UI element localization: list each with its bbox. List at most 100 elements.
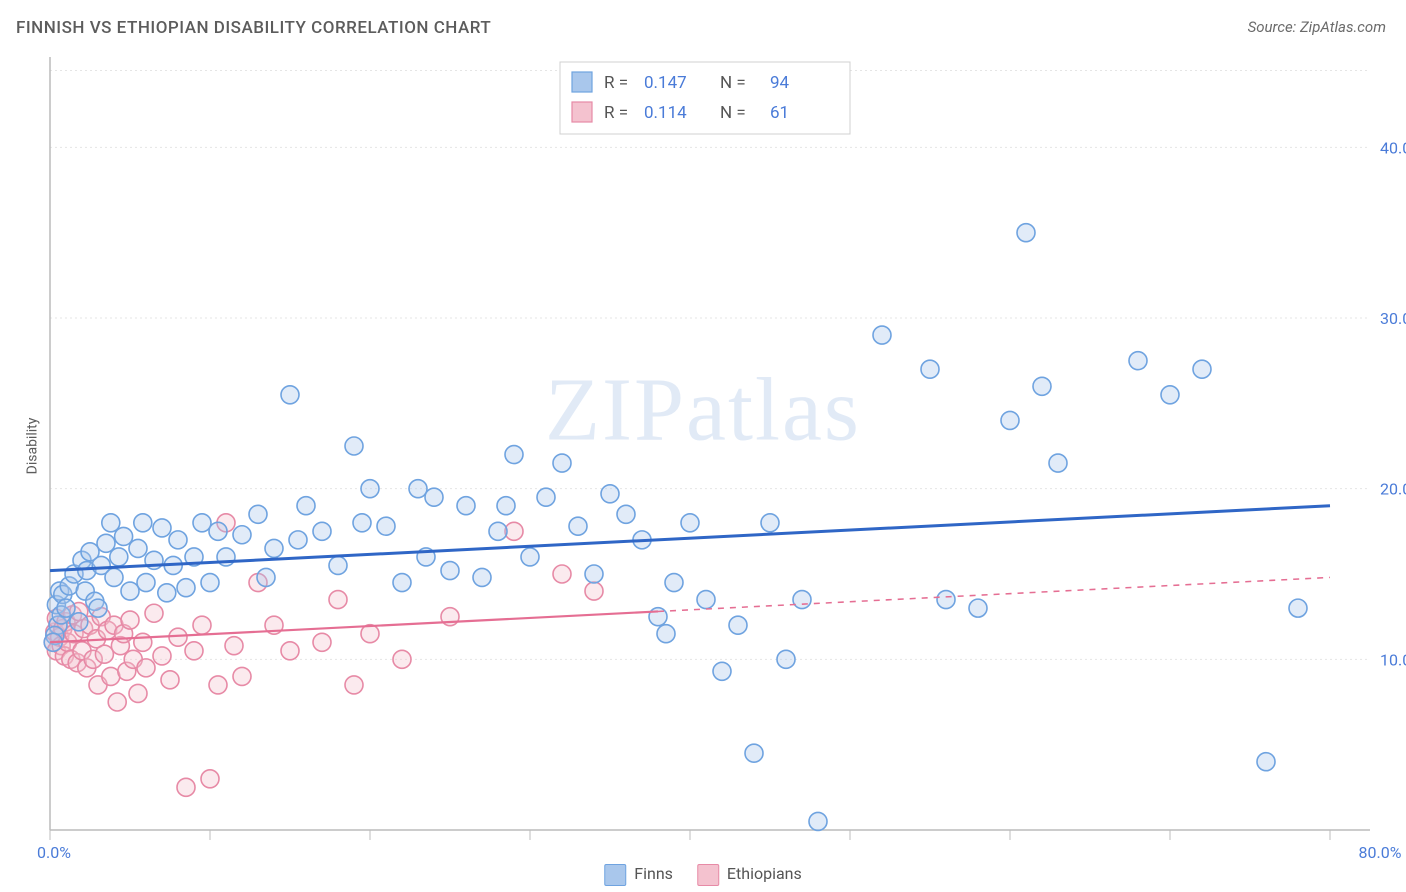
scatter-point xyxy=(313,522,331,540)
scatter-point xyxy=(505,446,523,464)
legend-swatch xyxy=(604,864,626,886)
scatter-point xyxy=(129,684,147,702)
legend-r-label: R = xyxy=(604,73,628,93)
scatter-point xyxy=(1257,753,1275,771)
scatter-point xyxy=(345,437,363,455)
scatter-chart: 10.0%20.0%30.0%40.0%0.0%80.0%R =0.147N =… xyxy=(0,0,1406,892)
scatter-point xyxy=(1033,377,1051,395)
scatter-point xyxy=(201,770,219,788)
scatter-point xyxy=(921,360,939,378)
scatter-point xyxy=(665,574,683,592)
scatter-point xyxy=(121,611,139,629)
scatter-point xyxy=(105,568,123,586)
y-tick-label: 20.0% xyxy=(1380,480,1406,499)
scatter-point xyxy=(153,519,171,537)
scatter-point xyxy=(289,531,307,549)
scatter-point xyxy=(89,599,107,617)
scatter-point xyxy=(225,637,243,655)
trend-line-extrapolated xyxy=(658,577,1330,611)
scatter-point xyxy=(361,480,379,498)
scatter-point xyxy=(777,650,795,668)
scatter-point xyxy=(153,647,171,665)
scatter-point xyxy=(649,608,667,626)
scatter-point xyxy=(129,539,147,557)
scatter-point xyxy=(457,497,475,515)
scatter-point xyxy=(233,667,251,685)
scatter-point xyxy=(617,505,635,523)
scatter-point xyxy=(97,534,115,552)
scatter-point xyxy=(729,616,747,634)
x-tick-label: 0.0% xyxy=(37,843,71,862)
y-tick-label: 10.0% xyxy=(1380,650,1406,669)
scatter-point xyxy=(95,645,113,663)
scatter-point xyxy=(345,676,363,694)
scatter-point xyxy=(393,574,411,592)
scatter-point xyxy=(57,599,75,617)
scatter-point xyxy=(281,642,299,660)
scatter-point xyxy=(177,778,195,796)
legend-swatch xyxy=(697,864,719,886)
legend-swatch xyxy=(572,102,592,122)
scatter-point xyxy=(1289,599,1307,617)
scatter-point xyxy=(209,522,227,540)
scatter-point xyxy=(713,662,731,680)
scatter-point xyxy=(249,505,267,523)
scatter-point xyxy=(1049,454,1067,472)
scatter-point xyxy=(169,531,187,549)
scatter-point xyxy=(745,744,763,762)
legend-r-value: 0.147 xyxy=(644,73,687,93)
scatter-point xyxy=(110,548,128,566)
scatter-point xyxy=(134,514,152,532)
bottom-legend: Finns Ethiopians xyxy=(604,864,802,886)
scatter-point xyxy=(497,497,515,515)
legend-label: Finns xyxy=(634,864,673,883)
legend-n-label: N = xyxy=(720,103,746,123)
scatter-point xyxy=(145,604,163,622)
legend-swatch xyxy=(572,72,592,92)
legend-n-value: 94 xyxy=(770,73,790,93)
scatter-point xyxy=(137,574,155,592)
scatter-point xyxy=(102,514,120,532)
scatter-point xyxy=(657,625,675,643)
scatter-point xyxy=(193,514,211,532)
scatter-point xyxy=(201,574,219,592)
scatter-point xyxy=(1161,386,1179,404)
scatter-point xyxy=(1129,352,1147,370)
scatter-point xyxy=(297,497,315,515)
trend-line xyxy=(50,611,658,642)
scatter-point xyxy=(809,812,827,830)
scatter-point xyxy=(108,693,126,711)
scatter-point xyxy=(425,488,443,506)
scatter-point xyxy=(761,514,779,532)
scatter-point xyxy=(601,485,619,503)
scatter-point xyxy=(553,454,571,472)
scatter-point xyxy=(329,591,347,609)
scatter-point xyxy=(553,565,571,583)
scatter-point xyxy=(537,488,555,506)
scatter-point xyxy=(353,514,371,532)
scatter-point xyxy=(257,568,275,586)
scatter-point xyxy=(1001,411,1019,429)
legend-label: Ethiopians xyxy=(727,864,802,883)
scatter-point xyxy=(793,591,811,609)
scatter-point xyxy=(1193,360,1211,378)
scatter-point xyxy=(193,616,211,634)
scatter-point xyxy=(521,548,539,566)
scatter-point xyxy=(409,480,427,498)
scatter-point xyxy=(585,565,603,583)
scatter-point xyxy=(393,650,411,668)
scatter-point xyxy=(70,613,88,631)
scatter-point xyxy=(209,676,227,694)
bottom-legend-item: Finns xyxy=(604,864,673,886)
scatter-point xyxy=(937,591,955,609)
scatter-point xyxy=(585,582,603,600)
scatter-point xyxy=(681,514,699,532)
scatter-point xyxy=(873,326,891,344)
scatter-point xyxy=(137,659,155,677)
scatter-point xyxy=(969,599,987,617)
y-tick-label: 30.0% xyxy=(1380,309,1406,328)
scatter-point xyxy=(161,671,179,689)
legend-n-label: N = xyxy=(720,73,746,93)
scatter-point xyxy=(473,568,491,586)
scatter-point xyxy=(185,642,203,660)
